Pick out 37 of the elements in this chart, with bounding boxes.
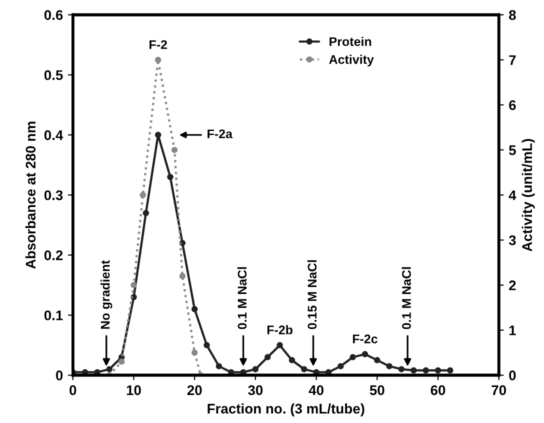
y-tick-label: 0.3 — [44, 190, 63, 200]
y2-tick-label: 6 — [509, 100, 516, 110]
y2-tick-label: 0 — [509, 370, 516, 380]
y2-tick-label: 3 — [508, 235, 516, 246]
y-tick-label: 0 — [56, 370, 63, 380]
annotation: 0.1 M NaCl — [237, 267, 247, 330]
x-tick-label: 30 — [248, 385, 263, 396]
annotation: 0.1 M NaCl — [402, 267, 411, 330]
x-axis-title: Fraction no. (3 mL/tube) — [208, 403, 364, 416]
x-tick-label: 60 — [430, 385, 446, 396]
y2-tick-label: 7 — [509, 55, 516, 65]
y-tick-label: 0.2 — [44, 250, 63, 260]
x-tick-label: 20 — [187, 385, 202, 396]
x-tick-label: 70 — [492, 385, 506, 396]
annotation: F-2a — [208, 129, 233, 138]
y-axis-title: Absorbance at 280 nm — [25, 122, 36, 269]
y-tick-label: 0.6 — [44, 10, 63, 20]
y-tick-label: 0.5 — [44, 70, 63, 80]
annotation: 0.15 M NaCl — [307, 260, 317, 330]
annotation: F-2c — [352, 334, 378, 344]
y2-tick-label: 2 — [509, 280, 516, 290]
y2-tick-label: 4 — [508, 190, 516, 200]
x-tick-label: 0 — [70, 385, 76, 396]
y2-tick-label: 5 — [509, 145, 516, 156]
x-tick-label: 40 — [308, 385, 324, 396]
annotation: F-2 — [150, 40, 167, 49]
y2-axis-title: Activity (unit/mL) — [522, 138, 535, 252]
x-tick-label: 10 — [126, 385, 141, 396]
annotation: No gradient — [100, 260, 112, 329]
x-tick-label: 50 — [370, 385, 384, 396]
legend-label: Activity — [329, 54, 374, 66]
y2-tick-label: 8 — [509, 10, 516, 20]
legend-label: Protein — [330, 36, 372, 46]
y-tick-label: 0.1 — [44, 310, 63, 320]
annotation: F-2b — [267, 325, 292, 334]
y2-tick-label: 1 — [509, 326, 516, 336]
y-tick-label: 0.4 — [44, 130, 64, 140]
